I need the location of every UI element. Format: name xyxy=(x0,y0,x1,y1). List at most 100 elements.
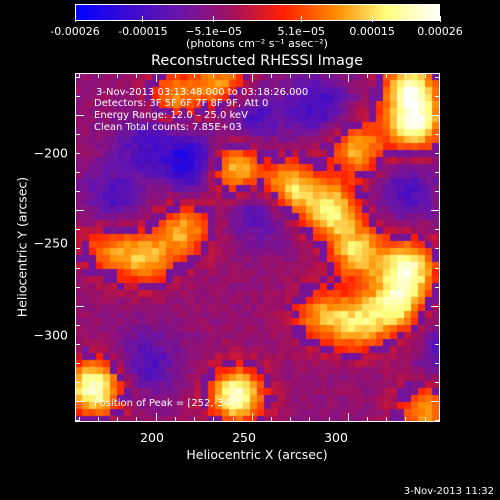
colorbar-tick-mark xyxy=(439,16,441,22)
tick-mark xyxy=(213,417,215,422)
tick-mark xyxy=(75,172,80,174)
tick-mark xyxy=(435,286,440,288)
tick-mark xyxy=(75,343,80,345)
tick-mark xyxy=(75,95,80,97)
tick-mark xyxy=(213,73,215,78)
tick-mark xyxy=(194,73,196,78)
tick-mark xyxy=(75,267,80,269)
tick-mark xyxy=(290,417,292,422)
tick-mark xyxy=(405,73,407,78)
plot-title: Reconstructed RHESSI Image xyxy=(150,53,364,69)
info-line-detectors: Detectors: 3F 5F 6F 7F 8F 9F, Att 0 xyxy=(94,98,269,109)
tick-mark xyxy=(386,73,388,78)
info-line-clean: Clean Total counts: 7.85E+03 xyxy=(94,122,242,133)
timestamp: 3-Nov-2013 11:32 xyxy=(403,486,494,497)
tick-mark xyxy=(435,420,440,422)
tick-mark xyxy=(136,73,138,78)
tick-mark xyxy=(435,172,440,174)
colorbar xyxy=(75,4,440,21)
tick-mark xyxy=(75,191,80,193)
tick-mark xyxy=(435,191,440,193)
x-tick-label: 300 xyxy=(324,430,348,445)
tick-mark xyxy=(270,417,272,422)
tick-mark xyxy=(155,413,157,422)
tick-mark xyxy=(117,73,119,78)
tick-mark xyxy=(251,73,253,82)
tick-mark xyxy=(75,324,80,326)
tick-mark xyxy=(431,401,440,403)
tick-mark xyxy=(75,286,80,288)
tick-mark xyxy=(75,134,80,136)
tick-mark xyxy=(75,76,80,78)
tick-mark xyxy=(232,73,234,78)
tick-mark xyxy=(309,417,311,422)
tick-mark xyxy=(98,417,100,422)
tick-mark xyxy=(347,413,349,422)
tick-mark xyxy=(174,73,176,78)
colorbar-tick-label: -0.00026 xyxy=(50,25,100,38)
tick-mark xyxy=(435,134,440,136)
tick-mark xyxy=(431,114,440,116)
heatmap-image xyxy=(75,73,440,422)
y-tick-label: −300 xyxy=(33,327,68,343)
tick-mark xyxy=(136,417,138,422)
colorbar-tick-label: 0.00015 xyxy=(349,25,395,38)
tick-mark xyxy=(309,73,311,78)
x-tick-label: 250 xyxy=(232,430,256,445)
colorbar-tick-mark xyxy=(371,16,373,22)
tick-mark xyxy=(367,73,368,78)
tick-mark xyxy=(251,413,253,422)
tick-mark xyxy=(435,76,440,78)
tick-mark xyxy=(75,153,80,155)
tick-mark xyxy=(75,229,80,231)
colorbar-tick-label: -0.00015 xyxy=(118,25,168,38)
tick-mark xyxy=(431,210,440,212)
tick-mark xyxy=(78,73,80,78)
tick-mark xyxy=(75,210,84,212)
tick-mark xyxy=(435,267,440,269)
tick-mark xyxy=(435,381,440,383)
y-axis-label: Heliocentric Y (arcsec) xyxy=(14,176,30,318)
peak-position-label: Position of Peak = [252,-344] xyxy=(94,398,241,409)
tick-mark xyxy=(155,73,157,82)
colorbar-tick-label: 0.00026 xyxy=(417,25,463,38)
tick-mark xyxy=(328,73,330,78)
tick-mark xyxy=(435,362,440,364)
tick-mark xyxy=(75,420,80,422)
tick-mark xyxy=(98,73,100,78)
tick-mark xyxy=(435,95,440,97)
y-tick-label: −200 xyxy=(33,145,68,161)
colorbar-tick-label: 5.1e−05 xyxy=(277,25,326,38)
info-line-time: 3-Nov-2013 03:13:48.000 to 03:18:26.000 xyxy=(96,87,309,98)
tick-mark xyxy=(367,417,368,422)
tick-mark xyxy=(78,417,80,422)
info-line-energy: Energy Range: 12.0 – 25.0 keV xyxy=(94,110,248,121)
tick-mark xyxy=(232,417,234,422)
colorbar-tick-mark xyxy=(74,16,76,22)
tick-mark xyxy=(328,417,330,422)
tick-mark xyxy=(424,417,426,422)
colorbar-tick-mark xyxy=(300,16,302,22)
x-tick-label: 200 xyxy=(140,430,164,445)
tick-mark xyxy=(290,73,292,78)
tick-mark xyxy=(424,73,426,78)
tick-mark xyxy=(405,417,407,422)
colorbar-tick-label: −5.1e−05 xyxy=(185,25,243,38)
tick-mark xyxy=(386,417,388,422)
tick-mark xyxy=(435,153,440,155)
y-tick-label: −250 xyxy=(33,235,68,251)
tick-mark xyxy=(75,305,84,307)
tick-mark xyxy=(270,73,272,78)
tick-mark xyxy=(431,305,440,307)
colorbar-tick-mark xyxy=(213,16,215,22)
tick-mark xyxy=(435,324,440,326)
tick-mark xyxy=(75,381,80,383)
tick-mark xyxy=(194,417,196,422)
tick-mark xyxy=(435,248,440,250)
tick-mark xyxy=(174,417,176,422)
colorbar-tick-mark xyxy=(142,16,144,22)
tick-mark xyxy=(117,417,119,422)
colorbar-units: (photons cm⁻² s⁻¹ asec⁻²) xyxy=(186,37,328,50)
x-axis-label: Heliocentric X (arcsec) xyxy=(186,447,328,462)
tick-mark xyxy=(75,114,84,116)
